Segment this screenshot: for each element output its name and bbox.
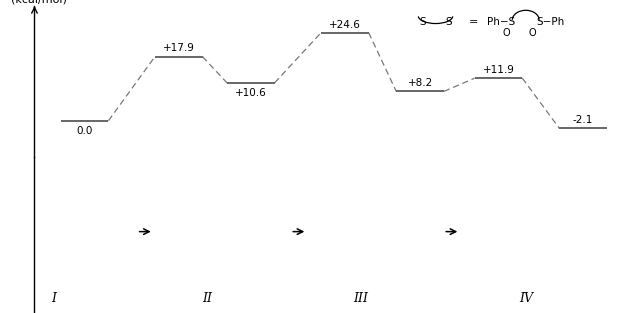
Text: +17.9: +17.9 <box>163 44 194 54</box>
Text: +11.9: +11.9 <box>483 65 514 75</box>
Text: 0.0: 0.0 <box>76 126 93 136</box>
Text: O: O <box>529 28 536 38</box>
Text: -2.1: -2.1 <box>573 115 593 125</box>
Text: (kcal/mol): (kcal/mol) <box>11 0 67 5</box>
Text: II: II <box>202 292 212 305</box>
Text: III: III <box>353 292 368 305</box>
Text: +24.6: +24.6 <box>329 19 361 29</box>
Text: IV: IV <box>520 292 534 305</box>
Text: +10.6: +10.6 <box>235 88 266 98</box>
Text: S: S <box>419 17 426 27</box>
Text: +8.2: +8.2 <box>408 78 433 88</box>
Text: Ph−S: Ph−S <box>487 17 515 27</box>
Text: S−Ph: S−Ph <box>536 17 564 27</box>
Text: I: I <box>51 292 56 305</box>
Text: S: S <box>446 17 452 27</box>
Text: =: = <box>469 17 478 27</box>
Text: O: O <box>502 28 510 38</box>
